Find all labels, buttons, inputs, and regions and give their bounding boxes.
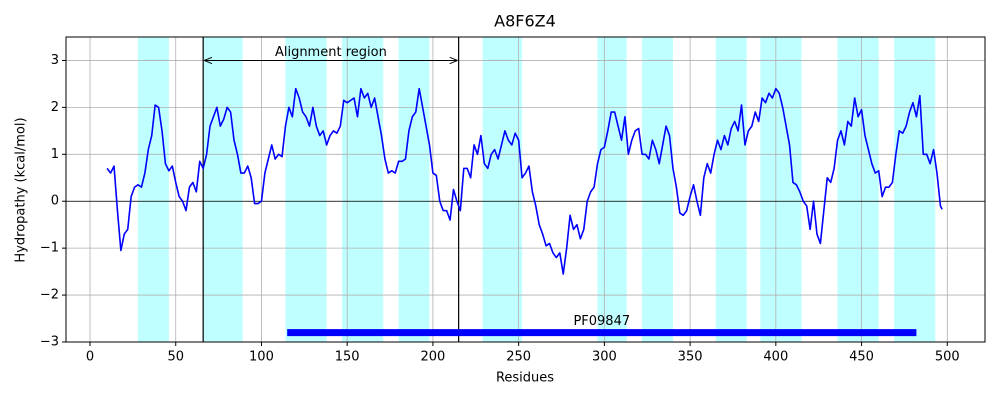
y-axis-label: Hydropathy (kcal/mol) [14,117,29,262]
region-band [597,37,627,342]
x-tick-label: 0 [86,350,94,365]
x-tick-label: 200 [421,350,446,365]
domain-label: PF09847 [573,314,630,329]
annotation-label: Alignment region [275,45,387,60]
y-tick-label: −1 [40,241,59,256]
x-tick-label: 250 [506,350,531,365]
hydropathy-line [106,87,943,275]
chart-title: A8F6Z4 [494,12,556,31]
y-tick-label: 2 [51,100,59,115]
y-tick-label: −2 [40,288,59,303]
region-band [715,37,747,342]
region-band [138,37,169,342]
x-tick-label: 450 [849,350,874,365]
region-band [760,37,802,342]
y-tick-label: 1 [51,147,59,162]
x-tick-label: 50 [167,350,184,365]
region-band [342,37,384,342]
x-tick-label: 350 [678,350,703,365]
region-band [203,37,243,342]
domain-bar [287,329,917,337]
y-tick-label: 0 [51,194,59,209]
region-band [482,37,523,342]
region-band [837,37,879,342]
x-tick-label: 500 [935,350,960,365]
region-band [285,37,327,342]
y-tick-label: 3 [51,53,59,68]
x-tick-label: 150 [335,350,360,365]
x-axis-label: Residues [496,371,554,386]
x-tick-label: 100 [249,350,274,365]
y-tick-label: −3 [40,335,59,350]
region-band [398,37,430,342]
region-band [894,37,936,342]
plot-frame [65,36,986,343]
x-tick-label: 300 [592,350,617,365]
x-tick-label: 400 [763,350,788,365]
region-band [642,37,673,342]
